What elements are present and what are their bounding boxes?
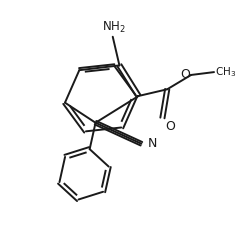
Text: O: O <box>180 67 190 80</box>
Text: O: O <box>165 120 175 133</box>
Text: N: N <box>148 137 158 150</box>
Text: CH$_3$: CH$_3$ <box>215 65 236 79</box>
Text: NH$_2$: NH$_2$ <box>102 20 126 35</box>
